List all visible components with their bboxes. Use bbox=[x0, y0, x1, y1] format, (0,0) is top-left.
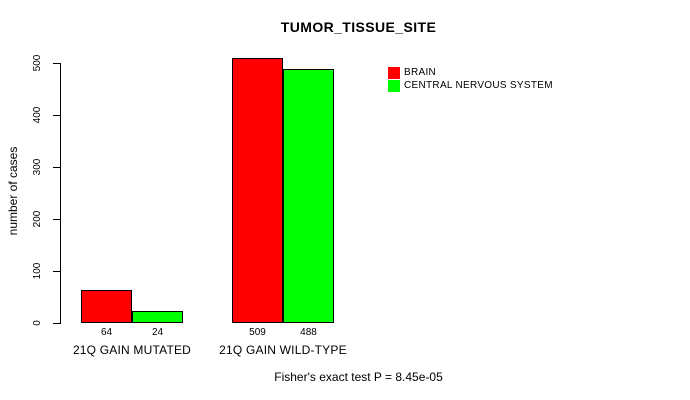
bar-value-label: 64 bbox=[100, 327, 113, 338]
y-tick-mark bbox=[53, 167, 60, 168]
y-tick-label: 300 bbox=[32, 158, 43, 176]
bar-brain bbox=[81, 290, 132, 323]
y-axis-line bbox=[60, 63, 61, 324]
bar-value-label: 488 bbox=[300, 327, 317, 338]
y-tick-label: 0 bbox=[32, 320, 43, 326]
y-tick-mark bbox=[53, 63, 60, 64]
fisher-test-note: Fisher's exact test P = 8.45e-05 bbox=[274, 370, 443, 384]
legend-label: BRAIN bbox=[404, 67, 437, 78]
bar-value-label: 24 bbox=[151, 327, 164, 338]
legend-swatch-icon bbox=[388, 79, 400, 92]
category-label: 21Q GAIN MUTATED bbox=[72, 343, 192, 357]
bar-central-nervous-system bbox=[283, 69, 334, 323]
legend-label: CENTRAL NERVOUS SYSTEM bbox=[404, 80, 553, 91]
legend-item: CENTRAL NERVOUS SYSTEM bbox=[388, 79, 553, 92]
bar-central-nervous-system bbox=[132, 311, 183, 323]
y-tick-label: 400 bbox=[32, 106, 43, 124]
chart-title: TUMOR_TISSUE_SITE bbox=[280, 19, 437, 35]
y-tick-mark bbox=[53, 271, 60, 272]
legend-swatch-icon bbox=[388, 66, 400, 79]
legend: BRAIN CENTRAL NERVOUS SYSTEM bbox=[388, 66, 553, 92]
category-label: 21Q GAIN WILD-TYPE bbox=[219, 343, 347, 357]
y-tick-label: 500 bbox=[32, 54, 43, 72]
y-axis-label: number of cases bbox=[6, 146, 20, 236]
bar-value-label: 509 bbox=[249, 327, 266, 338]
y-tick-mark bbox=[53, 323, 60, 324]
y-tick-label: 200 bbox=[32, 210, 43, 228]
y-tick-mark bbox=[53, 219, 60, 220]
bar-brain bbox=[232, 58, 283, 323]
y-tick-mark bbox=[53, 115, 60, 116]
y-tick-label: 100 bbox=[32, 262, 43, 280]
legend-item: BRAIN bbox=[388, 66, 553, 79]
